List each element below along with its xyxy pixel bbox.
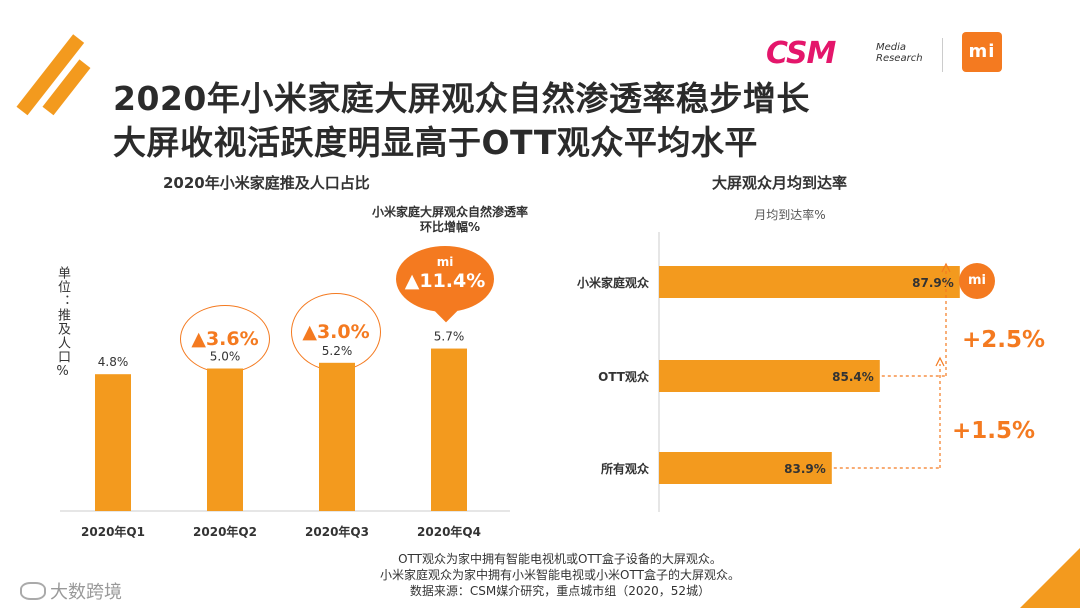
growth-bubble-q4: mi ▲11.4% — [396, 246, 494, 312]
category-label: 2020年Q2 — [193, 524, 257, 539]
bar-2020年Q1 — [95, 374, 131, 511]
growth-bubble-q3: ▲3.0% — [291, 293, 381, 371]
hbar-小米家庭观众 — [659, 266, 960, 298]
hbar-所有观众 — [659, 452, 832, 484]
csm-logo-subtitle: Media Research — [876, 42, 923, 64]
diff-arrow-bottom — [833, 356, 945, 469]
left-chart-title: 2020年小米家庭推及人口占比 — [163, 174, 370, 192]
brand-logo-icon — [20, 582, 46, 600]
hbar-category-label: 小米家庭观众 — [577, 275, 650, 290]
page-title-line1: 2020年小米家庭大屏观众自然渗透率稳步增长 — [113, 79, 810, 118]
mi-logo-icon: mi — [962, 32, 1002, 72]
footnote: OTT观众为家中拥有智能电视机或OTT盒子设备的大屏观众。 小米家庭观众为家中拥… — [380, 552, 740, 598]
category-label: 2020年Q4 — [417, 524, 481, 539]
left-chart-ylabel: 单位：推及人口% — [55, 266, 70, 380]
bubble-mi-icon: mi — [436, 255, 454, 269]
diff-label-bottom: +1.5% — [952, 418, 1036, 444]
hbar-value-label: 85.4% — [832, 370, 874, 384]
right-chart-subtitle: 月均到达率% — [754, 208, 826, 222]
hbar-category-label: 所有观众 — [601, 461, 650, 476]
mi-badge-icon: mi — [959, 263, 995, 299]
csm-logo: CSM — [766, 36, 836, 71]
logo-divider — [942, 38, 943, 72]
page-title-line2: 大屏收视活跃度明显高于OTT观众平均水平 — [113, 123, 758, 162]
category-label: 2020年Q3 — [305, 524, 369, 539]
corner-accent — [1020, 548, 1080, 608]
right-chart-title: 大屏观众月均到达率 — [712, 174, 848, 192]
bar-value-label: 4.8% — [98, 355, 129, 369]
bar-2020年Q2 — [207, 368, 243, 511]
growth-bubble-q2: ▲3.6% — [180, 305, 270, 373]
hbar-category-label: OTT观众 — [598, 369, 650, 384]
brand-watermark: 大数跨境 — [20, 578, 122, 604]
category-label: 2020年Q1 — [81, 524, 145, 539]
hbar-value-label: 87.9% — [912, 276, 954, 290]
diff-label-top: +2.5% — [962, 327, 1046, 353]
bar-2020年Q3 — [319, 362, 355, 511]
hbar-OTT观众 — [659, 360, 880, 392]
growth-note: 小米家庭大屏观众自然渗透率 环比增幅% — [371, 205, 528, 234]
bar-value-label: 5.7% — [434, 330, 465, 344]
diff-arrow-top — [881, 262, 951, 377]
bar-2020年Q4 — [431, 348, 467, 511]
hbar-value-label: 83.9% — [784, 462, 826, 476]
